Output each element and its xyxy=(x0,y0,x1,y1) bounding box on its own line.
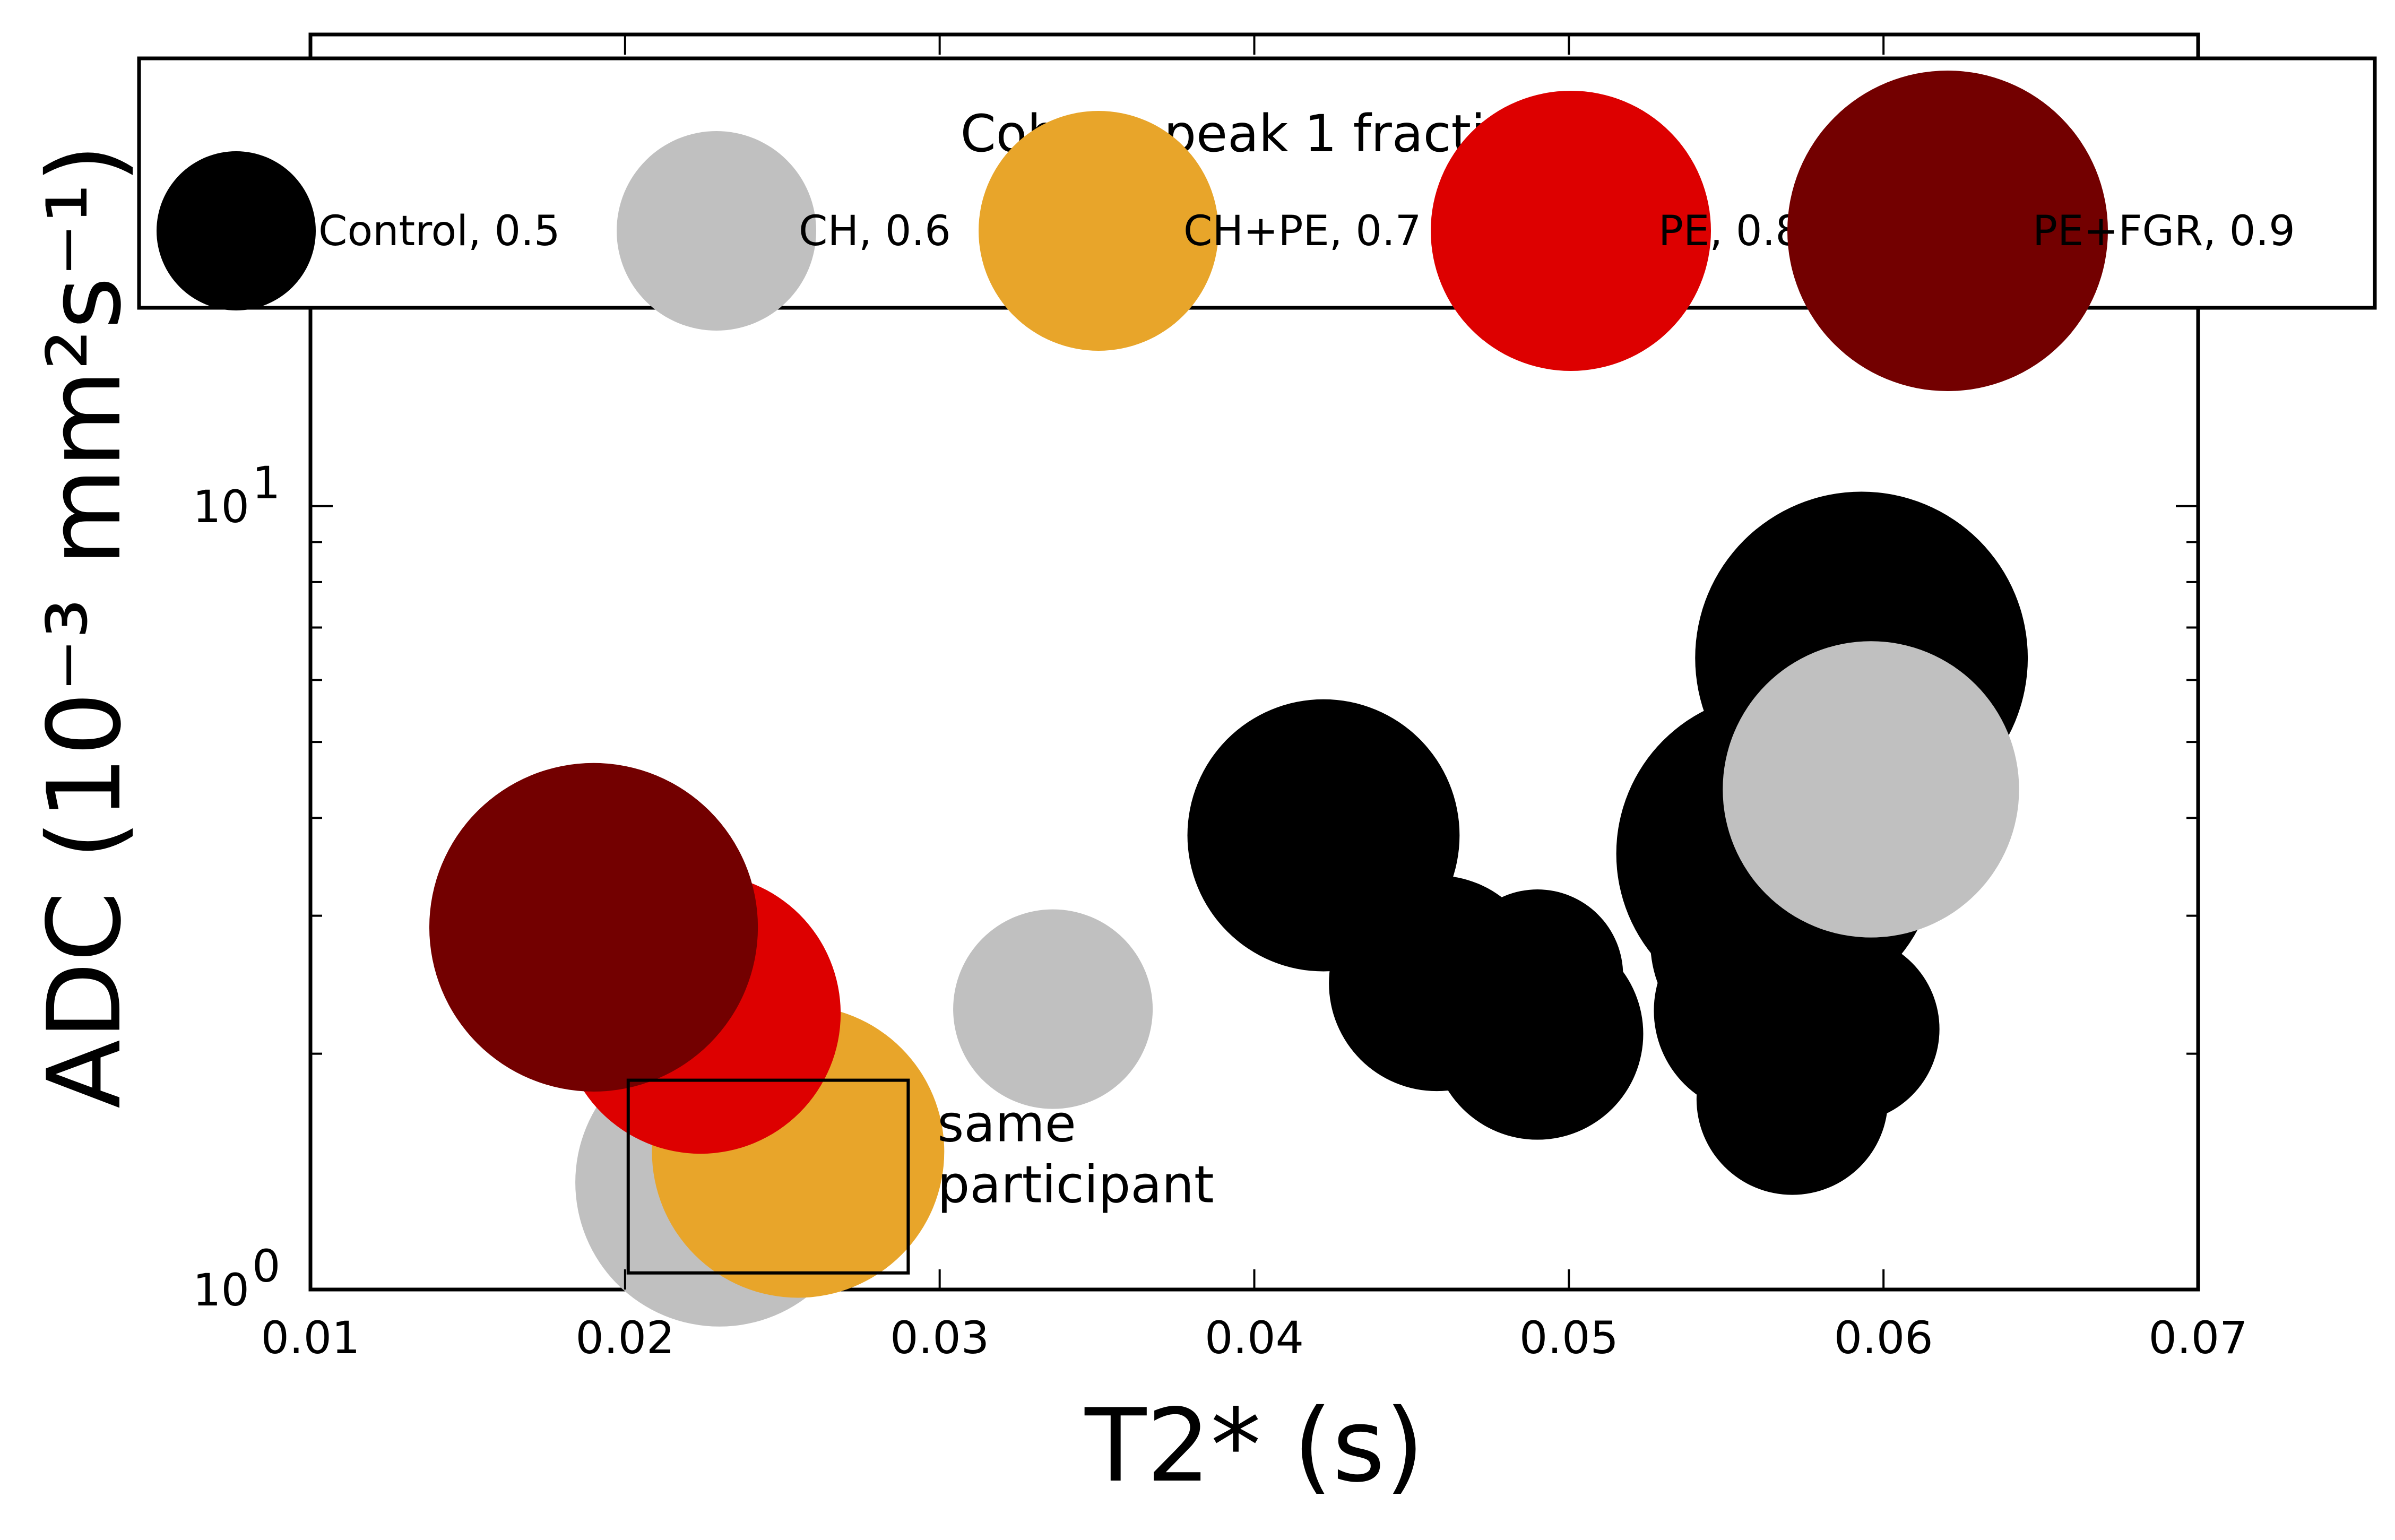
legend: Cohort, peak 1 fraction Control, 0.5 CH, … xyxy=(137,56,2377,391)
x-tick-label-1: 0.01 xyxy=(261,1312,360,1364)
x-tick-label-4: 0.04 xyxy=(1205,1312,1304,1364)
legend-label-4: PE, 0.8 xyxy=(1658,207,1802,255)
point-control-12 xyxy=(1696,1003,1888,1195)
x-tick-label-5: 0.05 xyxy=(1519,1312,1619,1364)
x-axis: 0.01 0.02 0.03 0.04 0.05 0.06 0.07 xyxy=(261,34,2248,1364)
legend-label-5: PE+FGR, 0.9 xyxy=(2033,207,2295,255)
x-axis-label: T2* (s) xyxy=(1084,1387,1424,1504)
x-tick-label-2: 0.02 xyxy=(575,1312,675,1364)
legend-marker-3 xyxy=(979,111,1218,351)
annotation-box xyxy=(626,1078,910,1275)
legend-marker-2 xyxy=(617,131,816,331)
annotation-group: same participant xyxy=(626,1078,1214,1275)
legend-marker-1 xyxy=(157,151,316,310)
data-points xyxy=(429,491,2028,1327)
legend-entries: Control, 0.5 CH, 0.6 CH+PE, 0.7 PE, 0.8 PE+F… xyxy=(157,71,2295,391)
y-axis-label: ADC (10⁻³ mm²s⁻¹) xyxy=(26,144,143,1109)
point-control-7 xyxy=(1431,928,1644,1140)
annotation-text-line-1: same xyxy=(937,1094,1076,1154)
y-tick-label-1: 10 xyxy=(193,1264,249,1316)
legend-label-2: CH, 0.6 xyxy=(799,207,951,255)
legend-label-1: Control, 0.5 xyxy=(318,207,560,255)
x-tick-label-6: 0.06 xyxy=(1834,1312,1933,1364)
legend-marker-4 xyxy=(1431,91,1711,371)
legend-label-3: CH+PE, 0.7 xyxy=(1183,207,1421,255)
legend-marker-5 xyxy=(1787,71,2108,391)
plot-area xyxy=(308,32,2200,1327)
x-tick-label-3: 0.03 xyxy=(890,1312,989,1364)
x-tick-label-7: 0.07 xyxy=(2148,1312,2247,1364)
y-tick-label-exponent-2: 1 xyxy=(252,457,280,509)
y-tick-label-2: 10 xyxy=(193,481,249,533)
point-pe-fgr-1 xyxy=(429,763,758,1092)
point-ch-2 xyxy=(953,909,1153,1109)
annotation-text-line-2: participant xyxy=(937,1155,1214,1215)
point-ch-1 xyxy=(1723,641,2019,938)
y-tick-label-exponent-1: 0 xyxy=(252,1240,280,1292)
